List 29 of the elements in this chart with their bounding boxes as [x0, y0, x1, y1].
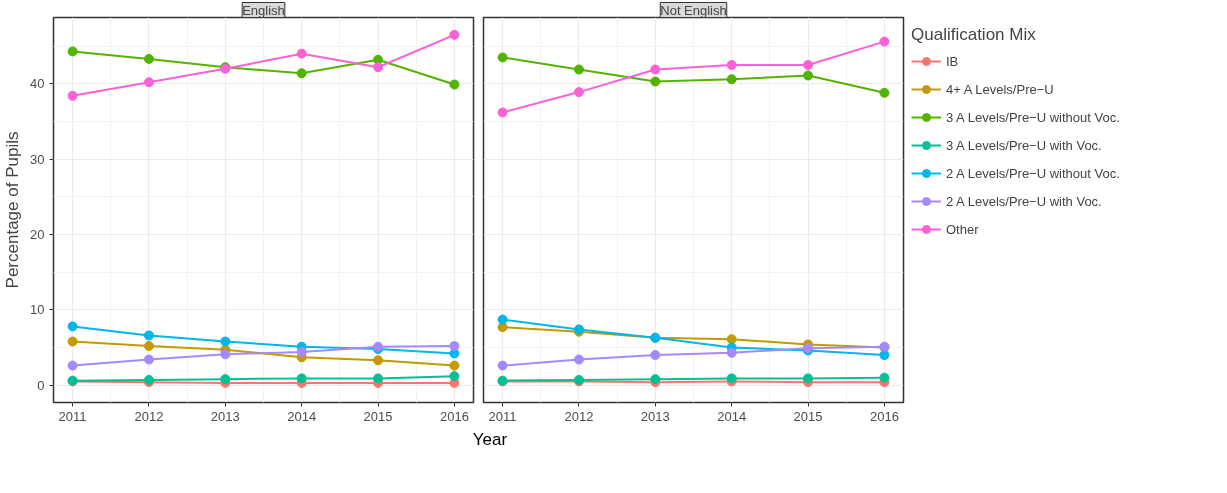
- x-tick-label: 2013: [640, 408, 670, 424]
- x-tick-label: 2014: [287, 408, 317, 424]
- y-axis-title: Percentage of Pupils: [3, 131, 23, 289]
- legend-label: 2 A Levels/Pre−U with Voc.: [946, 192, 1102, 211]
- legend-title: Qualification Mix: [911, 25, 1037, 45]
- x-tick-label: 2011: [488, 408, 517, 424]
- legend-label: IB: [946, 52, 960, 71]
- y-tick-label: 10: [30, 302, 45, 318]
- x-tick-label: 2015: [363, 408, 393, 424]
- x-tick-label: 2012: [564, 408, 594, 424]
- legend-label: 3 A Levels/Pre−U with Voc.: [946, 136, 1102, 155]
- chart-title: English: [242, 2, 285, 18]
- x-tick-label: 2014: [717, 408, 747, 424]
- y-tick-label: 0: [37, 377, 45, 393]
- y-tick-label: 30: [30, 151, 45, 167]
- legend-label: 3 A Levels/Pre−U without Voc.: [946, 108, 1120, 127]
- x-tick-label: 2015: [793, 408, 823, 424]
- y-tick-label: 40: [30, 76, 45, 92]
- x-axis-title: Year: [472, 429, 508, 451]
- legend-label: Other: [946, 220, 979, 239]
- legend-label: 4+ A Levels/Pre−U: [946, 80, 1054, 99]
- x-tick-label: 2011: [58, 408, 87, 424]
- legend-label: 2 A Levels/Pre−U without Voc.: [946, 164, 1120, 183]
- x-tick-label: 2013: [210, 408, 240, 424]
- x-tick-label: 2016: [439, 408, 469, 424]
- x-tick-label: 2012: [134, 408, 164, 424]
- chart-title: Not English: [660, 2, 727, 18]
- x-tick-label: 2016: [869, 408, 899, 424]
- y-tick-label: 20: [30, 226, 45, 242]
